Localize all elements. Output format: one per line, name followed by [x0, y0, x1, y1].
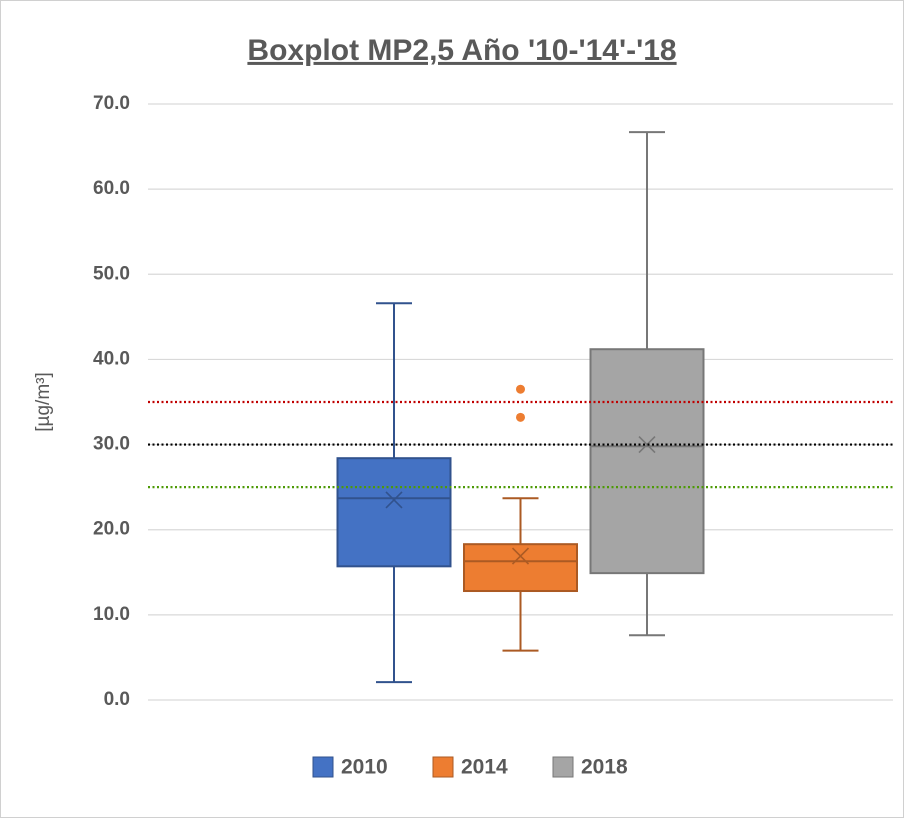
y-tick-label: 0.0	[104, 689, 130, 710]
legend-swatch	[552, 756, 574, 778]
legend-swatch	[432, 756, 454, 778]
legend-label: 2014	[461, 756, 508, 779]
box	[589, 348, 705, 575]
mean-marker	[638, 436, 656, 454]
outlier	[516, 412, 525, 422]
y-tick-label: 20.0	[93, 519, 130, 540]
mean-marker	[511, 547, 530, 565]
y-tick-label: 30.0	[93, 434, 130, 455]
legend-label: 2018	[581, 756, 628, 779]
legend-swatch	[312, 756, 334, 778]
outlier	[516, 384, 525, 394]
y-tick-label: 60.0	[93, 178, 130, 199]
y-axis-label: [µg/m³]	[33, 372, 54, 432]
box	[336, 457, 452, 568]
legend-label: 2010	[341, 756, 388, 779]
box	[463, 543, 578, 593]
y-tick-label: 40.0	[93, 348, 130, 369]
mean-marker	[385, 491, 403, 509]
chart-title: Boxplot MP2,5 Año '10-'14'-'18	[247, 34, 676, 67]
y-tick-label: 10.0	[93, 604, 130, 625]
y-tick-label: 50.0	[93, 263, 130, 284]
y-tick-label: 70.0	[93, 93, 130, 114]
